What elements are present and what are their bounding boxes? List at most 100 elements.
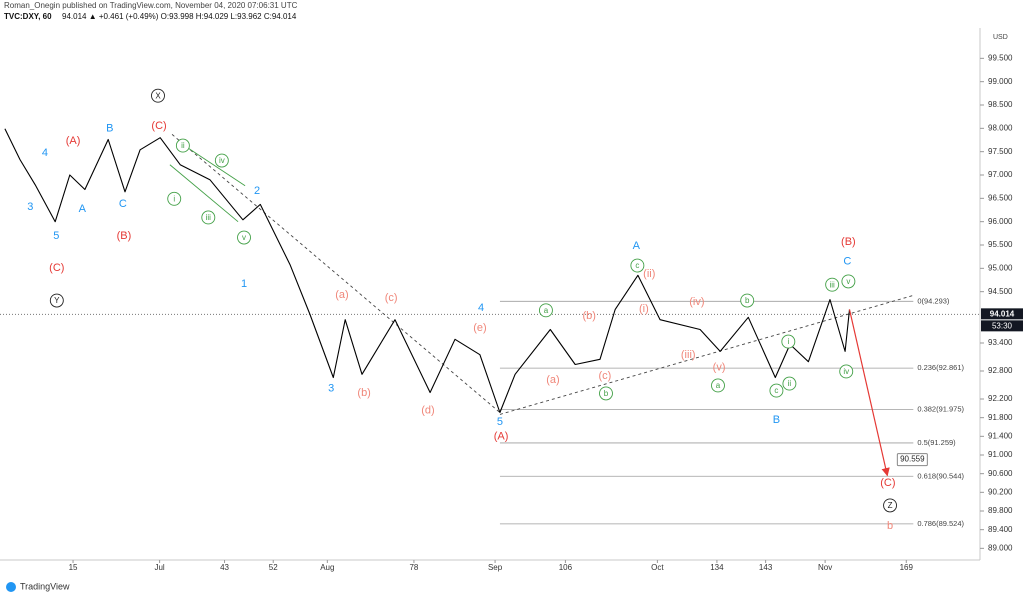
wave-label: (C) xyxy=(151,120,166,132)
fib-label: 0(94.293) xyxy=(917,296,950,305)
wave-circle xyxy=(883,498,898,513)
fib-label: 0.236(92.861) xyxy=(917,363,964,372)
header-title: Roman_Onegin published on TradingView.co… xyxy=(4,1,298,10)
wave-circle xyxy=(740,293,755,308)
x-tick-label: 106 xyxy=(559,563,573,572)
y-tick-label: 89.400 xyxy=(988,525,1013,534)
trendline xyxy=(177,141,246,187)
wave-circle xyxy=(214,153,229,168)
y-tick-label: 97.500 xyxy=(988,147,1013,156)
y-tick-label: 96.500 xyxy=(988,193,1013,202)
y-tick-label: 94.500 xyxy=(988,287,1013,296)
y-tick-label: 95.500 xyxy=(988,240,1013,249)
wave-circle xyxy=(538,303,553,318)
x-tick-label: 15 xyxy=(69,563,78,572)
wave-label: iii xyxy=(829,280,835,289)
wave-circle xyxy=(782,376,797,391)
x-tick-label: 78 xyxy=(409,563,418,572)
y-tick-label: 91.400 xyxy=(988,431,1013,440)
wave-label: (C) xyxy=(880,477,895,489)
wave-label: (v) xyxy=(713,362,726,374)
wave-circle xyxy=(839,364,854,379)
wave-label: (B) xyxy=(841,236,856,248)
y-tick-label: 90.200 xyxy=(988,487,1013,496)
y-tick-label: 91.800 xyxy=(988,413,1013,422)
wave-circle xyxy=(711,378,725,393)
wave-label: (a) xyxy=(335,289,348,301)
brand-logo xyxy=(6,582,16,592)
y-tick-label: 99.000 xyxy=(988,77,1013,86)
wave-label: 2 xyxy=(254,185,260,197)
y-tick-label: 95.000 xyxy=(988,263,1013,272)
wave-circle xyxy=(237,230,251,245)
wave-label: 5 xyxy=(53,230,59,242)
wave-circle xyxy=(781,334,796,349)
wave-circle xyxy=(49,293,64,308)
wave-label: A xyxy=(79,203,87,215)
y-tick-label: 89.800 xyxy=(988,506,1013,515)
wave-label: (B) xyxy=(117,230,132,242)
wave-label: (A) xyxy=(494,431,509,443)
wave-label: 4 xyxy=(42,147,48,159)
x-tick-label: 43 xyxy=(220,563,229,572)
wave-label: X xyxy=(155,91,161,100)
wave-circle xyxy=(630,258,645,273)
wave-label: B xyxy=(106,122,113,134)
quote: 94.014 ▲ +0.461 (+0.49%) O:93.998 H:94.0… xyxy=(62,12,297,21)
x-tick-label: 134 xyxy=(710,563,724,572)
x-tick-label: Oct xyxy=(651,563,664,572)
y-tick-label: 99.500 xyxy=(988,53,1013,62)
wave-label: b xyxy=(887,520,893,532)
wave-circle xyxy=(599,386,613,401)
wave-label: v xyxy=(846,277,850,286)
fib-label: 0.786(89.524) xyxy=(917,519,964,528)
wave-circle xyxy=(769,383,784,398)
countdown: 53:30 xyxy=(992,321,1013,330)
wave-circle xyxy=(841,274,856,289)
wave-label: 3 xyxy=(27,201,33,213)
wave-label: iii xyxy=(206,213,212,222)
wave-label: Y xyxy=(54,296,60,305)
currency-label: USD xyxy=(993,34,1008,41)
wave-label: 5 xyxy=(497,416,503,428)
wave-label: b xyxy=(745,296,750,305)
last-price-box xyxy=(981,308,1023,320)
wave-label: i xyxy=(173,194,175,203)
x-tick-label: Aug xyxy=(320,563,334,572)
wave-label: (d) xyxy=(421,405,434,417)
fib-label: 0.382(91.975) xyxy=(917,404,964,413)
wave-circle xyxy=(201,210,216,225)
wave-label: C xyxy=(119,198,127,210)
wave-label: 4 xyxy=(478,302,484,314)
wave-label: B xyxy=(773,414,780,426)
wave-circle xyxy=(825,277,840,292)
wave-label: (b) xyxy=(357,387,370,399)
wave-label: (c) xyxy=(598,370,611,382)
wave-label: iv xyxy=(843,367,849,376)
wave-label: 1 xyxy=(241,278,247,290)
brand: TradingView xyxy=(20,581,70,591)
wave-label: Z xyxy=(888,501,893,510)
trendline xyxy=(169,164,239,223)
wave-circle xyxy=(175,138,190,153)
wave-circle xyxy=(151,88,165,103)
wave-label: c xyxy=(774,386,778,395)
wave-label: iv xyxy=(219,156,225,165)
x-tick-label: Nov xyxy=(818,563,832,572)
fib-label: 0.618(90.544) xyxy=(917,471,964,480)
wave-label: A xyxy=(633,240,641,252)
last-price-label: 94.014 xyxy=(990,309,1015,318)
x-tick-label: Jul xyxy=(154,563,164,572)
y-tick-label: 97.000 xyxy=(988,170,1013,179)
x-tick-label: Sep xyxy=(488,563,503,572)
wave-label: (a) xyxy=(546,374,559,386)
wave-label: (b) xyxy=(582,310,595,322)
wave-label: (A) xyxy=(66,135,81,147)
wave-label: ii xyxy=(788,379,792,388)
wave-label: b xyxy=(604,389,609,398)
wave-label: (e) xyxy=(473,322,486,334)
projection-label-box xyxy=(896,453,928,467)
wave-label: (ii) xyxy=(643,268,655,280)
